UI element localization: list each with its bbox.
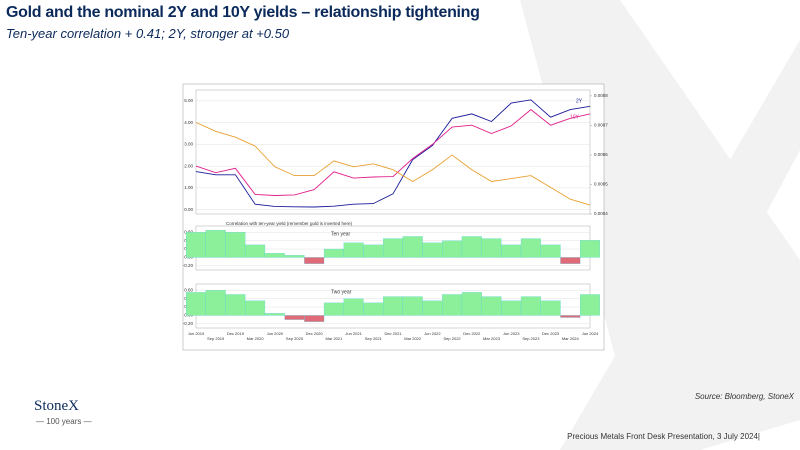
series-label: 10Y	[570, 114, 580, 120]
x-tick-label: Dec 2023	[542, 331, 560, 336]
correlation-bar	[402, 296, 423, 316]
y-tick-label: -0.20	[183, 321, 194, 326]
source: Source: Bloomberg, StoneX	[694, 392, 794, 401]
y-tick-label: -0.20	[183, 263, 194, 268]
correlation-bar	[284, 255, 305, 258]
correlation-bar	[580, 294, 601, 316]
correlation-bar	[264, 313, 285, 316]
correlation-bar	[560, 315, 581, 318]
y-tick-label: 3.00	[184, 142, 193, 147]
x-tick-label: Jun 2024	[582, 331, 599, 336]
correlation-bar	[402, 236, 423, 258]
correlation-bar	[343, 298, 364, 316]
correlation-bar	[501, 300, 522, 316]
y2-tick-label: 0.0004	[594, 211, 608, 216]
correlation-bar	[245, 300, 266, 316]
correlation-bar	[501, 244, 522, 258]
slide-subtitle: Ten-year correlation + 0.41; 2Y, stronge…	[6, 26, 290, 41]
x-tick-label: Dec 2019	[227, 331, 245, 336]
y-tick-label: 2.00	[184, 163, 193, 168]
correlation-bar	[481, 296, 502, 316]
correlation-bar	[382, 296, 403, 316]
correlation-bar	[225, 232, 246, 258]
x-tick-label: Sep 2020	[286, 336, 304, 341]
correlation-bar	[520, 238, 541, 258]
correlation-bar	[323, 248, 344, 258]
x-tick-label: Jun 2019	[188, 331, 205, 336]
correlation-bar	[284, 315, 305, 320]
x-tick-label: Dec 2021	[384, 331, 402, 336]
series-line	[195, 122, 591, 206]
correlation-bar	[264, 253, 285, 258]
y-tick-label: 0.00	[184, 207, 193, 212]
y2-tick-label: 0.0006	[594, 152, 608, 157]
correlation-bar	[382, 238, 403, 258]
panel-frame	[195, 89, 591, 215]
y-tick-label: 0.60	[184, 287, 193, 292]
correlation-bar	[461, 292, 482, 316]
correlation-bar	[304, 315, 325, 322]
correlation-bar	[580, 240, 601, 258]
correlation-bar	[304, 257, 325, 264]
x-tick-label: Dec 2020	[306, 331, 324, 336]
x-tick-label: Jun 2023	[503, 331, 520, 336]
correlation-bar	[245, 244, 266, 258]
y-tick-label: 0.60	[184, 229, 193, 234]
series-line	[195, 109, 591, 196]
panel-title: Correlation with ten-year yield (remembe…	[226, 221, 353, 226]
series-line	[195, 99, 591, 208]
x-tick-label: Mar 2023	[483, 336, 501, 341]
panel-subtitle: Ten year	[331, 231, 351, 237]
x-tick-label: Jun 2020	[267, 331, 284, 336]
correlation-bar	[422, 300, 443, 316]
correlation-bar	[363, 244, 384, 258]
logo-tagline: — 100 years —	[36, 417, 92, 426]
x-tick-label: Mar 2021	[325, 336, 343, 341]
correlation-bar	[540, 300, 561, 316]
correlation-bar	[225, 294, 246, 316]
logo: StoneX	[34, 398, 79, 414]
correlation-bar	[481, 238, 502, 258]
correlation-bar	[205, 230, 226, 258]
y2-tick-label: 0.0008	[594, 93, 608, 98]
x-tick-label: Sep 2021	[365, 336, 383, 341]
x-tick-label: Jun 2021	[345, 331, 362, 336]
correlation-bar	[520, 296, 541, 316]
correlation-bar	[185, 292, 206, 316]
y2-tick-label: 0.0005	[594, 182, 608, 187]
correlation-bar	[560, 257, 581, 264]
correlation-bar	[442, 294, 463, 316]
correlation-bar	[323, 302, 344, 316]
correlation-bar	[461, 236, 482, 258]
correlation-bar	[343, 242, 364, 258]
x-tick-label: Sep 2023	[522, 336, 540, 341]
tagline-text: 100 years	[46, 417, 82, 426]
y2-tick-label: 0.0007	[594, 123, 608, 128]
correlation-bar	[205, 290, 226, 316]
y-tick-label: 1.00	[184, 185, 193, 190]
series-label: 2Y	[576, 99, 583, 105]
correlation-bar	[185, 232, 206, 258]
y-tick-label: 4.00	[184, 120, 193, 125]
footer: Precious Metals Front Desk Presentation,…	[567, 432, 760, 441]
watermark-stroke	[560, 40, 800, 450]
x-tick-label: Jun 2022	[424, 331, 441, 336]
x-tick-label: Sep 2022	[444, 336, 462, 341]
panel-subtitle: Two year	[331, 289, 352, 295]
correlation-bar	[363, 302, 384, 316]
x-tick-label: Dec 2022	[463, 331, 481, 336]
slide-title: Gold and the nominal 2Y and 10Y yields –…	[6, 4, 480, 21]
x-tick-label: Mar 2020	[247, 336, 265, 341]
y-tick-label: 5.00	[184, 98, 193, 103]
x-tick-label: Mar 2022	[404, 336, 422, 341]
x-tick-label: Sep 2019	[207, 336, 225, 341]
correlation-bar	[540, 244, 561, 258]
correlation-bar	[422, 242, 443, 258]
correlation-bar	[442, 240, 463, 258]
x-tick-label: Mar 2024	[562, 336, 580, 341]
